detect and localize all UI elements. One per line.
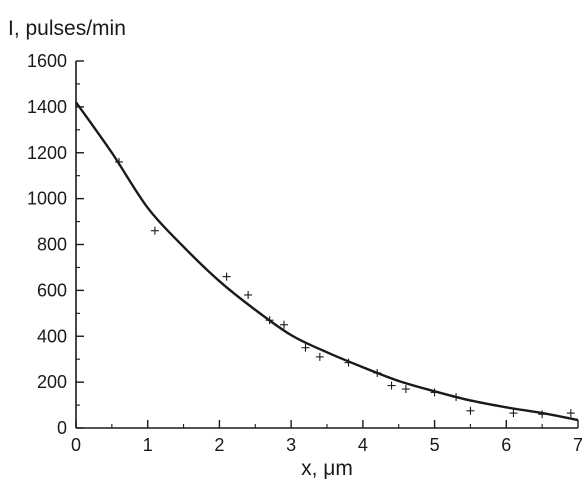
data-point xyxy=(452,393,461,402)
ticks xyxy=(75,60,579,429)
data-point xyxy=(466,406,475,415)
data-point xyxy=(265,316,274,325)
y-tick-label: 600 xyxy=(37,280,67,300)
x-tick-label: 3 xyxy=(286,435,296,455)
x-tick-label: 2 xyxy=(214,435,224,455)
x-tick-label: 5 xyxy=(430,435,440,455)
y-tick-label: 1200 xyxy=(27,143,67,163)
axes xyxy=(75,61,578,429)
data-point xyxy=(222,272,231,281)
data-point xyxy=(301,343,310,352)
y-tick-label: 1400 xyxy=(27,97,67,117)
y-tick-label: 200 xyxy=(37,372,67,392)
data-point xyxy=(430,388,439,397)
fit-curve xyxy=(75,101,579,422)
tick-labels: 0 200 400 600 800 1000 1200 1400 1600 0 1 2 3 4 5 6 7 xyxy=(27,51,582,455)
data-point xyxy=(538,410,547,419)
data-point xyxy=(279,320,288,329)
x-tick-label: 1 xyxy=(143,435,153,455)
y-tick-label: 800 xyxy=(37,235,67,255)
x-tick-label: 4 xyxy=(358,435,368,455)
data-point xyxy=(387,381,396,390)
y-tick-label: 1600 xyxy=(27,51,67,71)
data-point xyxy=(509,409,518,418)
data-point xyxy=(401,385,410,394)
x-axis-title: x, μm xyxy=(301,457,353,480)
data-point xyxy=(344,358,353,367)
y-tick-label: 1000 xyxy=(27,189,67,209)
x-tick-label: 6 xyxy=(501,435,511,455)
x-tick-label: 7 xyxy=(573,435,582,455)
data-point xyxy=(244,290,253,299)
y-tick-label: 400 xyxy=(37,326,67,346)
data-point xyxy=(315,352,324,361)
x-tick-label: 0 xyxy=(71,435,81,455)
y-axis-title: I, pulses/min xyxy=(8,17,126,40)
y-tick-label: 0 xyxy=(57,418,67,438)
data-point xyxy=(566,409,575,418)
data-point xyxy=(373,368,382,377)
data-point xyxy=(150,226,159,235)
data-point xyxy=(115,157,124,166)
data-points xyxy=(115,157,575,419)
